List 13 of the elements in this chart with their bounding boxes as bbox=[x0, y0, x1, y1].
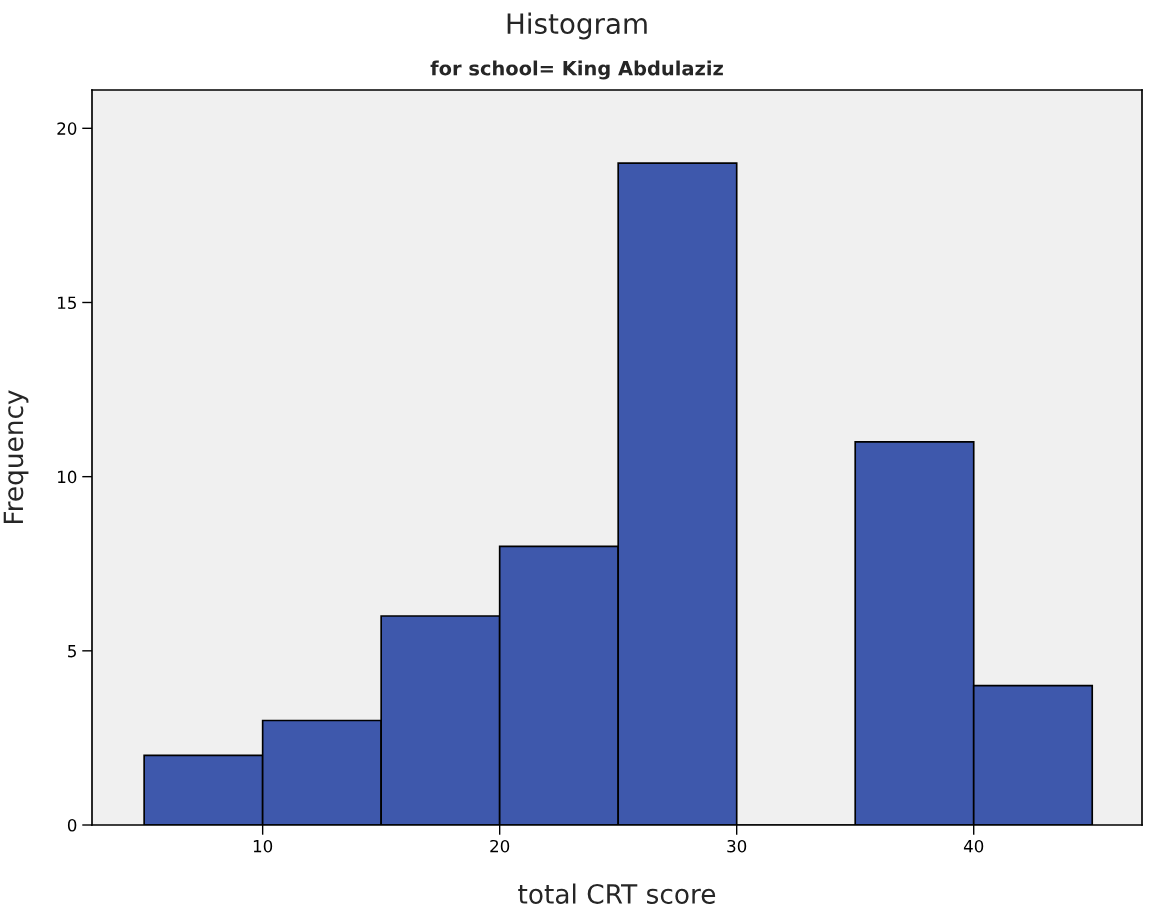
x-tick-label: 30 bbox=[727, 839, 747, 853]
y-tick-label: 10 bbox=[58, 470, 77, 484]
y-axis-title: Frequency bbox=[3, 390, 29, 524]
x-tick-label: 20 bbox=[490, 839, 510, 853]
y-tick-label: 5 bbox=[68, 645, 76, 658]
y-tick-label: 20 bbox=[57, 122, 77, 135]
chart-subtitle: for school= King Abdulaziz bbox=[430, 60, 723, 80]
chart-title: Histogram bbox=[507, 12, 647, 40]
x-tick-label: 40 bbox=[963, 839, 984, 853]
y-tick-label: 0 bbox=[67, 818, 77, 832]
y-tick-label: 15 bbox=[58, 296, 76, 310]
x-tick-label: 10 bbox=[253, 839, 273, 853]
x-axis-title: total CRT score bbox=[518, 883, 716, 904]
